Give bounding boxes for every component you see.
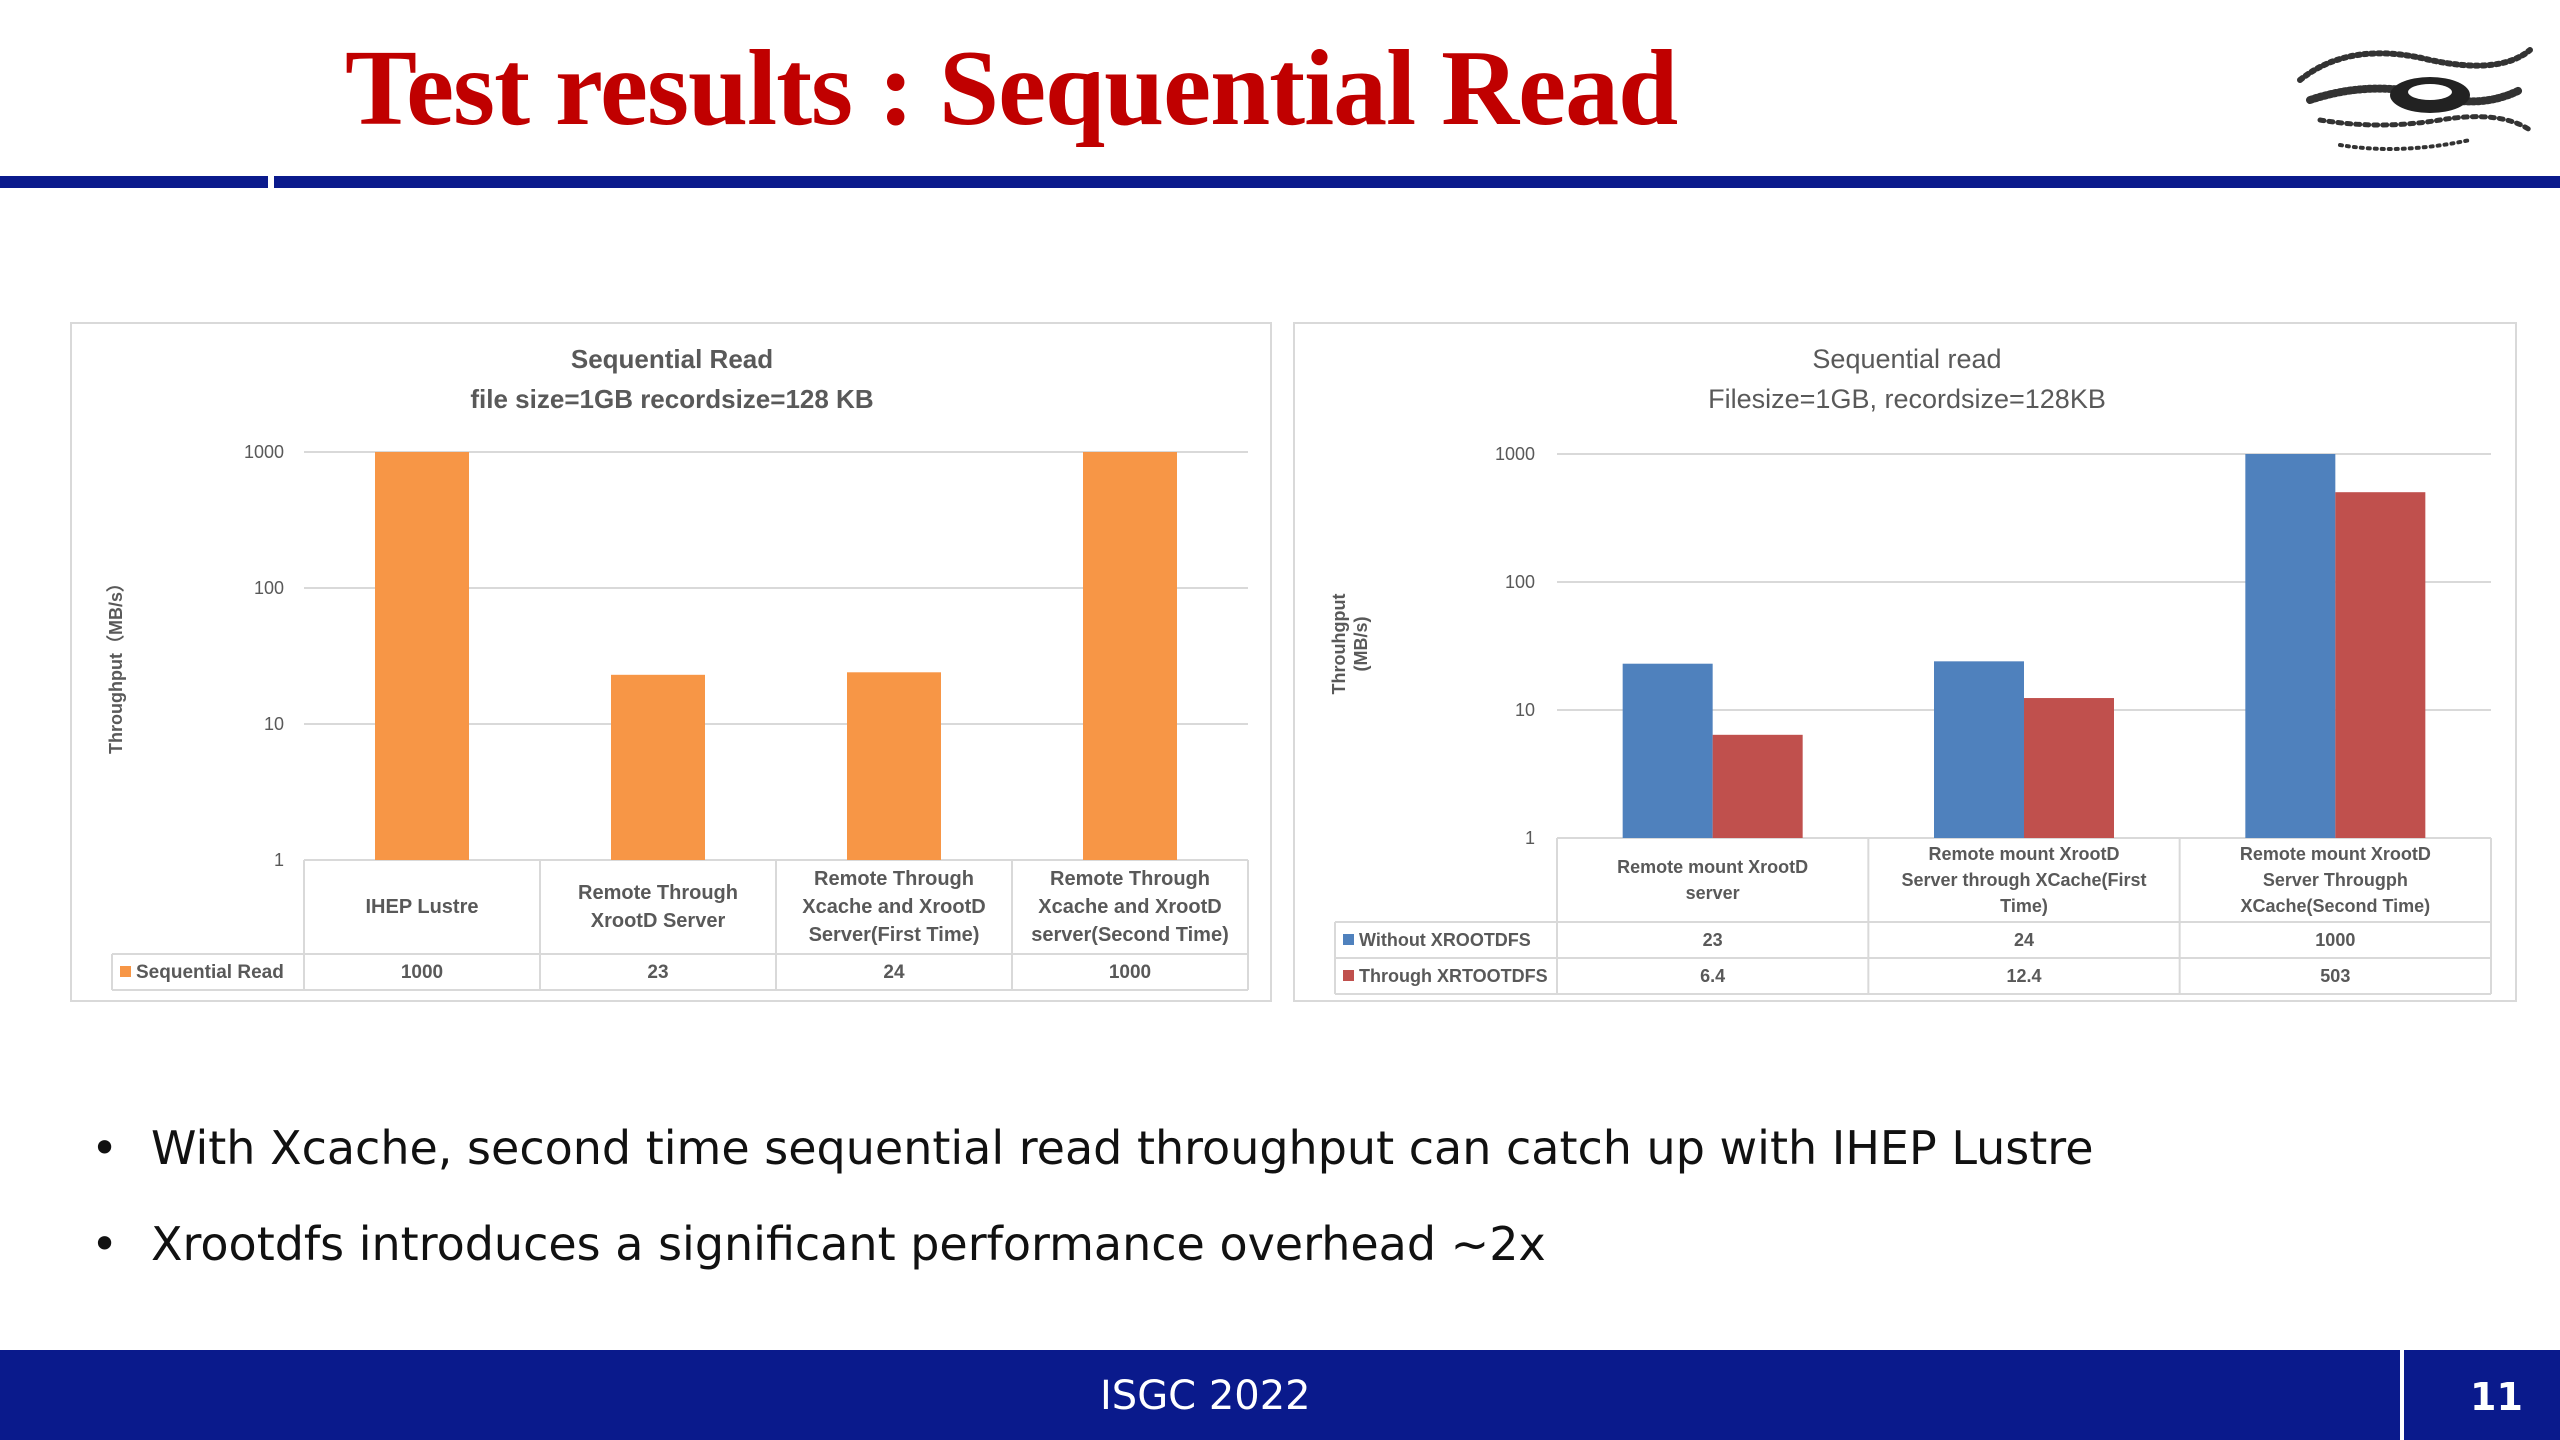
y-tick-label: 1 bbox=[1525, 828, 1535, 848]
y-tick-label: 1 bbox=[274, 850, 284, 870]
footer-divider bbox=[2400, 1350, 2404, 1440]
legend-label: Through XRTOOTDFS bbox=[1359, 966, 1548, 986]
x-category-label: server(Second Time) bbox=[1031, 924, 1229, 946]
data-table-value: 23 bbox=[647, 962, 668, 983]
x-category-label: Server Througph bbox=[2263, 870, 2408, 890]
x-category-label: Remote mount XrootD bbox=[1929, 844, 2120, 864]
bar bbox=[1934, 661, 2024, 838]
y-axis-label: Throuhgput bbox=[1329, 594, 1349, 695]
bullet-list: • With Xcache, second time sequential rea… bbox=[85, 1118, 2094, 1310]
bar bbox=[2024, 698, 2114, 838]
x-category-label: Remote Through bbox=[814, 868, 974, 890]
bullet-text: Xrootdfs introduces a significant perfor… bbox=[151, 1217, 1546, 1271]
bar bbox=[2245, 454, 2336, 838]
chart-subtitle: file size=1GB recordsize=128 KB bbox=[470, 384, 873, 414]
chart-left-panel: Sequential Read file size=1GB recordsize=… bbox=[70, 322, 1272, 1002]
bullet-item: • Xrootdfs introduces a significant perfo… bbox=[85, 1214, 2094, 1310]
x-category-label: IHEP Lustre bbox=[366, 896, 479, 918]
data-table-value: 503 bbox=[2320, 966, 2350, 986]
x-category-label: server bbox=[1686, 883, 1740, 903]
data-table-value: 24 bbox=[2014, 930, 2034, 950]
x-category-label: Server through XCache(First bbox=[1901, 870, 2146, 890]
legend-label: Without XROOTDFS bbox=[1359, 930, 1531, 950]
legend-swatch bbox=[1343, 970, 1354, 981]
chart-left: Sequential Read file size=1GB recordsize=… bbox=[106, 344, 1249, 991]
x-category-label: Remote Through bbox=[1050, 868, 1210, 890]
bar bbox=[611, 674, 705, 860]
y-tick-label: 1000 bbox=[244, 442, 284, 462]
data-table-value: 12.4 bbox=[2006, 966, 2041, 986]
data-table-value: 24 bbox=[883, 962, 905, 983]
header-rule-right bbox=[274, 176, 2560, 188]
data-table-value: 1000 bbox=[2315, 930, 2355, 950]
legend-label: Sequential Read bbox=[136, 962, 284, 983]
chart-right-panel: Sequential read Filesize=1GB, recordsize=… bbox=[1293, 322, 2517, 1002]
x-category-label: Remote Through bbox=[578, 882, 738, 904]
chart-title: Sequential Read bbox=[571, 344, 773, 374]
y-tick-label: 1000 bbox=[1495, 444, 1535, 464]
bullet-marker: • bbox=[91, 1121, 119, 1175]
x-category-label: Xcache and XrootD bbox=[802, 896, 985, 918]
bar bbox=[1083, 452, 1177, 860]
chart-right: Sequential read Filesize=1GB, recordsize=… bbox=[1329, 344, 2492, 995]
data-table-value: 6.4 bbox=[1700, 966, 1725, 986]
header-rule-left bbox=[0, 176, 268, 188]
data-table-value: 1000 bbox=[1109, 962, 1151, 983]
bar bbox=[375, 452, 469, 860]
y-tick-label: 10 bbox=[264, 714, 284, 734]
data-table-value: 23 bbox=[1703, 930, 1723, 950]
data-table-value: 1000 bbox=[401, 962, 443, 983]
x-category-label: Remote mount XrootD bbox=[1617, 857, 1808, 877]
bar bbox=[2335, 492, 2426, 838]
y-axis-label: (MB/s) bbox=[1351, 617, 1371, 672]
chart-subtitle: Filesize=1GB, recordsize=128KB bbox=[1708, 384, 2106, 414]
bullet-marker: • bbox=[91, 1217, 119, 1271]
footer-band bbox=[0, 1350, 2560, 1440]
y-tick-label: 10 bbox=[1515, 700, 1535, 720]
x-category-label: Server(First Time) bbox=[809, 924, 980, 946]
slide-title: Test results : Sequential Read bbox=[345, 29, 1678, 148]
y-axis-label: Throughput（MB/s） bbox=[106, 574, 126, 754]
bar bbox=[1622, 663, 1713, 838]
chart-title: Sequential read bbox=[1812, 344, 2001, 374]
x-category-label: Remote mount XrootD bbox=[2240, 844, 2431, 864]
bar bbox=[1712, 734, 1803, 838]
page-number: 11 bbox=[2470, 1375, 2523, 1419]
y-tick-label: 100 bbox=[254, 578, 284, 598]
ihep-logo bbox=[2297, 47, 2533, 151]
x-category-label: XrootD Server bbox=[591, 910, 726, 932]
legend-swatch bbox=[120, 966, 131, 977]
bullet-item: • With Xcache, second time sequential rea… bbox=[85, 1118, 2094, 1214]
x-category-label: XCache(Second Time) bbox=[2240, 896, 2430, 916]
x-category-label: Time) bbox=[2000, 896, 2048, 916]
x-category-label: Xcache and XrootD bbox=[1038, 896, 1221, 918]
legend-swatch bbox=[1343, 934, 1354, 945]
bar bbox=[847, 672, 941, 860]
footer-text: ISGC 2022 bbox=[1100, 1373, 1311, 1419]
bullet-text: With Xcache, second time sequential read… bbox=[151, 1121, 2094, 1175]
y-tick-label: 100 bbox=[1505, 572, 1535, 592]
